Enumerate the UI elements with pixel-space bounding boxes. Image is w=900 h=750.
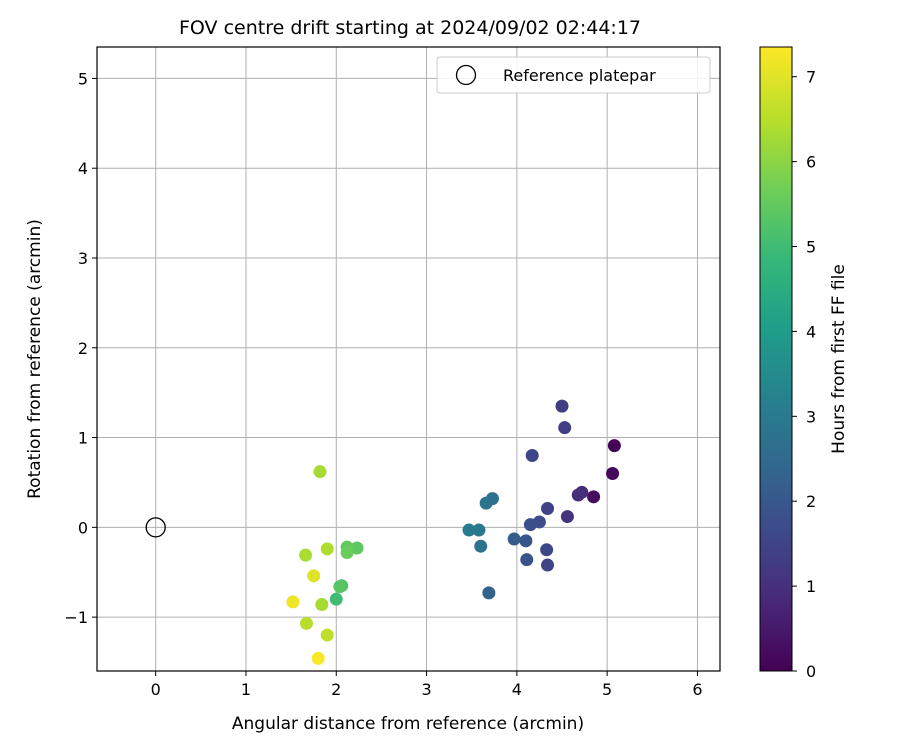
y-axis-ticks: −1 0 1 2 3 4 5 [64,69,97,627]
data-point [315,598,329,612]
data-point [606,466,620,480]
y-axis-label: Rotation from reference (arcmin) [25,219,45,499]
data-point [320,628,334,642]
x-tick-label: 6 [692,680,702,699]
data-point [299,548,313,562]
x-tick-label: 0 [151,680,161,699]
reference-platepar-marker [145,517,166,538]
y-tick-label: 0 [78,518,88,537]
chart-title: FOV centre drift starting at 2024/09/02 … [179,17,641,39]
y-tick-label: 5 [78,69,88,88]
colorbar-tick-label: 4 [806,322,816,341]
data-point [286,595,300,609]
data-point [541,558,555,572]
data-point [507,532,521,546]
colorbar-frame [759,46,793,672]
data-point [555,399,569,413]
data-point [350,541,364,555]
plot-frame [96,46,721,672]
y-tick-label: −1 [64,608,88,627]
colorbar-ticks: 0 1 2 3 4 5 6 7 [792,68,816,681]
data-point [474,539,488,553]
data-point [558,421,572,435]
data-point [307,569,321,583]
legend: Reference platepar [436,56,711,94]
data-point [587,490,601,504]
colorbar-tick-label: 0 [806,662,816,681]
scatter-points [286,399,621,665]
colorbar-tick-label: 1 [806,577,816,596]
colorbar-tick-label: 5 [806,238,816,257]
data-point [313,465,327,479]
x-axis-ticks: 0 1 2 3 4 5 6 [151,671,703,699]
data-point [320,542,334,556]
data-point [525,449,539,463]
data-point [519,534,533,548]
data-point [571,488,585,502]
y-tick-label: 1 [78,429,88,448]
x-tick-label: 4 [512,680,522,699]
legend-box [436,56,711,94]
data-point [333,580,347,594]
data-point [520,553,534,567]
data-point [472,523,486,537]
legend-label: Reference platepar [503,66,656,85]
data-point [311,651,325,665]
data-point [340,545,354,559]
data-point [541,501,555,515]
y-tick-label: 3 [78,249,88,268]
legend-marker-icon [455,64,477,86]
data-point [560,510,574,524]
colorbar-tick-label: 7 [806,68,816,87]
data-point [607,439,621,453]
x-axis-label: Angular distance from reference (arcmin) [232,714,584,734]
x-tick-label: 2 [331,680,341,699]
data-point [479,496,493,510]
colorbar-tick-label: 3 [806,407,816,426]
reference-layer [145,517,166,538]
data-point [523,518,537,532]
colorbar-gradient [760,47,792,671]
colorbar: 0 1 2 3 4 5 6 7 Hours from first FF file [759,46,849,681]
data-point [540,543,554,557]
colorbar-tick-label: 6 [806,153,816,172]
y-tick-label: 4 [78,159,88,178]
x-tick-label: 5 [602,680,612,699]
x-tick-label: 1 [241,680,251,699]
data-point [329,592,343,606]
data-point [482,586,496,600]
y-tick-label: 2 [78,339,88,358]
data-point [299,616,313,630]
grid-lines [97,47,720,671]
data-point [462,523,476,537]
colorbar-tick-label: 2 [806,492,816,511]
x-tick-label: 3 [421,680,431,699]
colorbar-label: Hours from first FF file [829,264,849,454]
